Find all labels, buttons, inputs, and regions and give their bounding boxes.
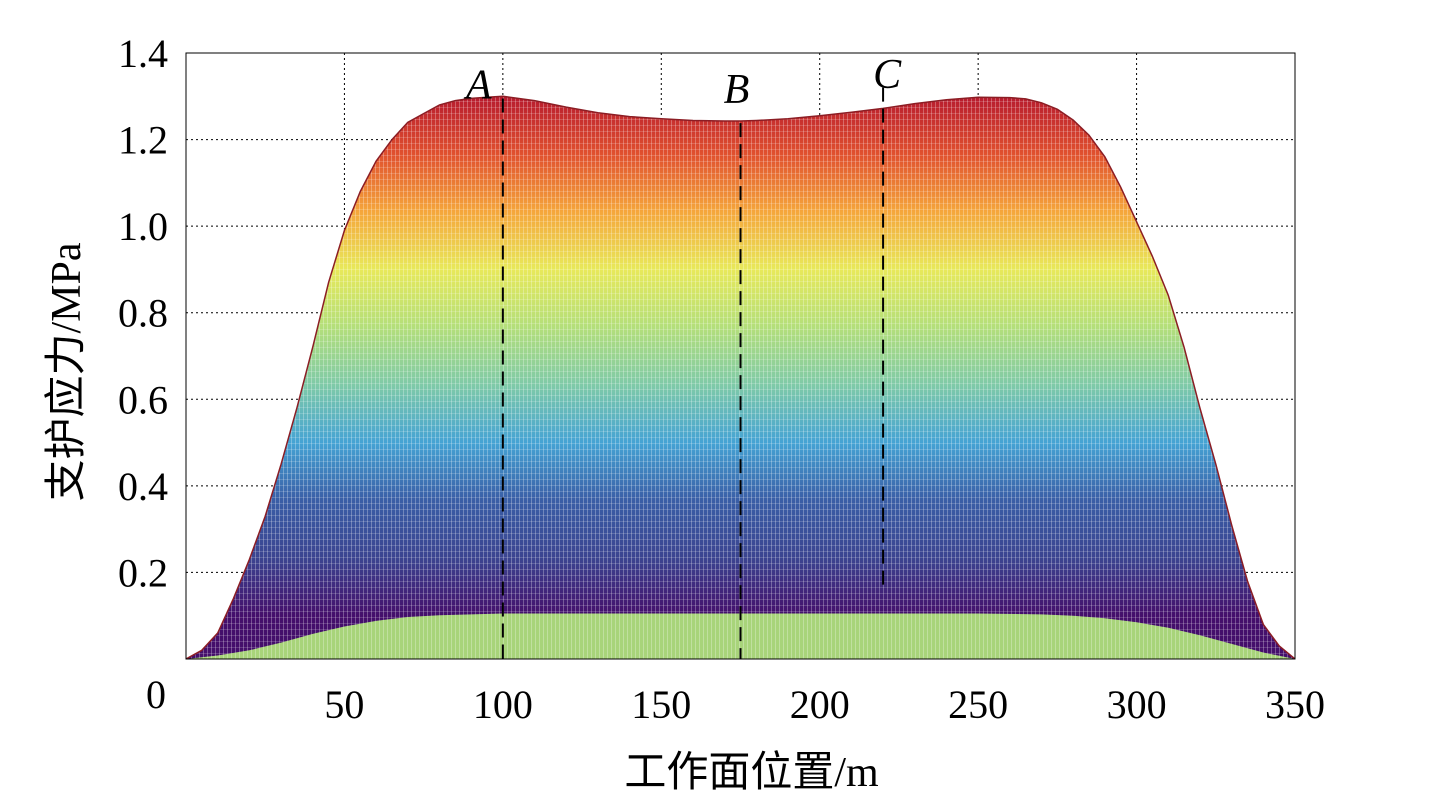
x-tick-label: 150 <box>631 682 691 727</box>
x-tick-label: 300 <box>1107 682 1167 727</box>
reference-label-c: C <box>873 52 902 98</box>
x-axis-title: 工作面位置/m <box>624 749 879 796</box>
x-tick-label: 250 <box>948 682 1008 727</box>
x-tick-label: 100 <box>473 682 533 727</box>
reference-label-a: A <box>463 63 492 109</box>
y-tick-label: 1.4 <box>118 31 168 76</box>
reference-label-b: B <box>724 67 750 113</box>
reference-lines: A B C <box>463 52 902 659</box>
y-tick-label: 0.6 <box>118 377 168 422</box>
origin-label: 0 <box>146 672 166 717</box>
x-tick-label: 200 <box>790 682 850 727</box>
x-tick-label: 350 <box>1265 682 1325 727</box>
stress-envelope-line <box>186 95 1295 659</box>
x-tick-label: 50 <box>324 682 364 727</box>
y-tick-label: 0.8 <box>118 291 168 336</box>
y-tick-label: 0.2 <box>118 550 168 595</box>
y-tick-label: 1.2 <box>118 118 168 163</box>
y-axis-title: 支护应力/MPa <box>43 242 90 501</box>
x-tick-labels: 50 100 150 200 250 300 350 <box>324 682 1325 727</box>
y-tick-label: 1.0 <box>118 204 168 249</box>
y-tick-labels: 0.2 0.4 0.6 0.8 1.0 1.2 1.4 <box>118 31 168 595</box>
plot-frame <box>185 52 1296 660</box>
y-tick-label: 0.4 <box>118 464 168 509</box>
